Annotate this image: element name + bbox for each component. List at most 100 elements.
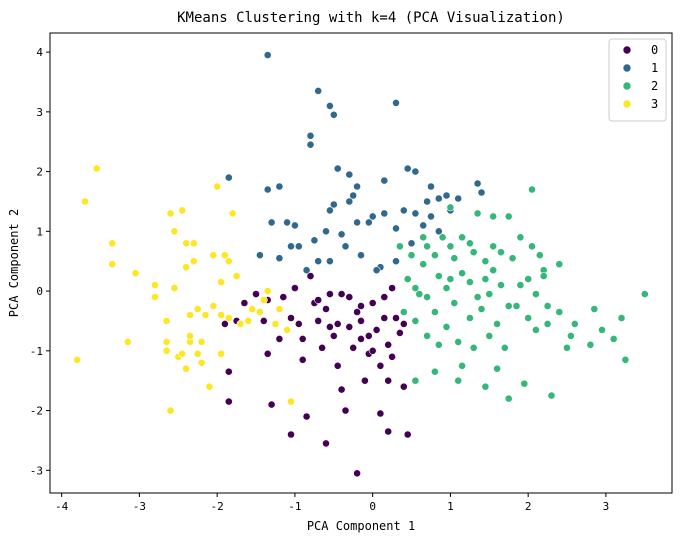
point-cluster-0 xyxy=(345,293,354,301)
point-cluster-0 xyxy=(259,316,268,325)
point-cluster-3 xyxy=(224,314,233,322)
point-cluster-1 xyxy=(419,221,428,230)
point-cluster-3 xyxy=(197,337,206,346)
y-tick-label: -1 xyxy=(30,345,43,358)
point-cluster-1 xyxy=(357,251,365,260)
point-cluster-0 xyxy=(337,385,346,394)
point-cluster-2 xyxy=(469,248,478,257)
point-cluster-0 xyxy=(353,308,361,316)
legend-label-2: 2 xyxy=(651,79,658,93)
point-cluster-0 xyxy=(287,430,295,439)
point-cluster-1 xyxy=(349,191,358,200)
x-tick-label: 2 xyxy=(525,500,532,513)
point-cluster-2 xyxy=(547,391,556,400)
point-cluster-1 xyxy=(427,182,435,191)
point-cluster-1 xyxy=(322,227,330,236)
point-cluster-2 xyxy=(497,248,505,257)
legend-marker-1 xyxy=(622,63,632,73)
point-cluster-0 xyxy=(360,376,369,385)
point-cluster-3 xyxy=(162,316,171,325)
point-cluster-1 xyxy=(287,242,295,251)
point-cluster-3 xyxy=(244,316,253,325)
legend-label-1: 1 xyxy=(651,61,658,75)
point-cluster-3 xyxy=(182,364,190,373)
point-cluster-0 xyxy=(333,319,342,328)
point-cluster-3 xyxy=(131,269,140,278)
point-cluster-2 xyxy=(609,334,618,343)
point-cluster-2 xyxy=(446,203,455,212)
point-cluster-0 xyxy=(290,284,299,292)
x-axis-title: PCA Component 1 xyxy=(307,519,415,533)
point-cluster-2 xyxy=(434,272,443,280)
point-cluster-3 xyxy=(217,311,225,319)
point-cluster-0 xyxy=(388,352,396,361)
point-cluster-3 xyxy=(263,287,272,295)
point-cluster-2 xyxy=(570,319,579,328)
point-cluster-3 xyxy=(287,397,295,406)
x-tick-label: 1 xyxy=(447,500,454,513)
point-cluster-1 xyxy=(329,200,338,209)
point-cluster-1 xyxy=(392,257,400,266)
legend-box xyxy=(608,38,667,122)
point-cluster-2 xyxy=(493,364,501,373)
point-cluster-2 xyxy=(434,340,443,349)
point-cluster-0 xyxy=(224,397,233,406)
point-cluster-2 xyxy=(621,355,630,364)
point-cluster-3 xyxy=(255,308,264,316)
y-axis-ticks: -3 -2 -1 0 1 2 3 4 xyxy=(30,46,50,477)
point-cluster-2 xyxy=(438,233,447,242)
point-cluster-2 xyxy=(473,209,482,218)
point-cluster-2 xyxy=(532,290,540,298)
point-cluster-3 xyxy=(213,182,222,191)
point-cluster-1 xyxy=(368,212,377,221)
y-tick-label: -3 xyxy=(30,464,43,477)
point-cluster-2 xyxy=(477,305,486,313)
point-cluster-2 xyxy=(411,284,420,292)
point-cluster-0 xyxy=(364,331,373,340)
point-cluster-1 xyxy=(263,51,272,59)
point-cluster-2 xyxy=(567,331,575,340)
point-cluster-1 xyxy=(341,242,350,251)
point-cluster-0 xyxy=(298,334,307,343)
point-cluster-2 xyxy=(415,290,424,298)
point-cluster-1 xyxy=(329,110,338,119)
point-cluster-0 xyxy=(384,340,393,349)
point-cluster-2 xyxy=(640,290,649,298)
point-cluster-1 xyxy=(306,131,315,140)
point-cluster-0 xyxy=(298,355,307,364)
point-cluster-0 xyxy=(399,319,408,328)
point-cluster-1 xyxy=(353,218,361,227)
point-cluster-1 xyxy=(302,266,311,275)
point-cluster-3 xyxy=(108,239,117,248)
point-cluster-1 xyxy=(306,140,315,149)
point-cluster-2 xyxy=(430,367,439,376)
point-cluster-2 xyxy=(458,233,466,242)
point-cluster-2 xyxy=(504,302,513,310)
point-cluster-3 xyxy=(123,337,132,346)
point-cluster-0 xyxy=(252,290,260,298)
point-cluster-3 xyxy=(166,209,175,218)
point-cluster-2 xyxy=(489,266,498,275)
y-tick-label: 2 xyxy=(36,166,43,179)
point-cluster-0 xyxy=(318,343,326,352)
point-cluster-2 xyxy=(539,272,548,280)
point-cluster-0 xyxy=(357,316,365,325)
point-cluster-2 xyxy=(442,322,451,331)
point-cluster-1 xyxy=(477,188,486,197)
point-cluster-2 xyxy=(485,290,494,298)
x-tick-label: 3 xyxy=(603,500,610,513)
point-cluster-0 xyxy=(388,284,396,292)
point-cluster-0 xyxy=(392,314,400,322)
point-cluster-0 xyxy=(279,293,288,301)
point-cluster-2 xyxy=(512,302,521,310)
point-cluster-3 xyxy=(189,257,198,266)
point-cluster-3 xyxy=(178,349,187,358)
point-cluster-1 xyxy=(310,236,319,245)
point-cluster-0 xyxy=(372,325,381,334)
point-cluster-1 xyxy=(380,209,389,218)
point-cluster-2 xyxy=(504,212,513,221)
point-cluster-2 xyxy=(465,314,474,322)
axes-frame xyxy=(49,32,673,494)
point-cluster-1 xyxy=(283,218,291,227)
